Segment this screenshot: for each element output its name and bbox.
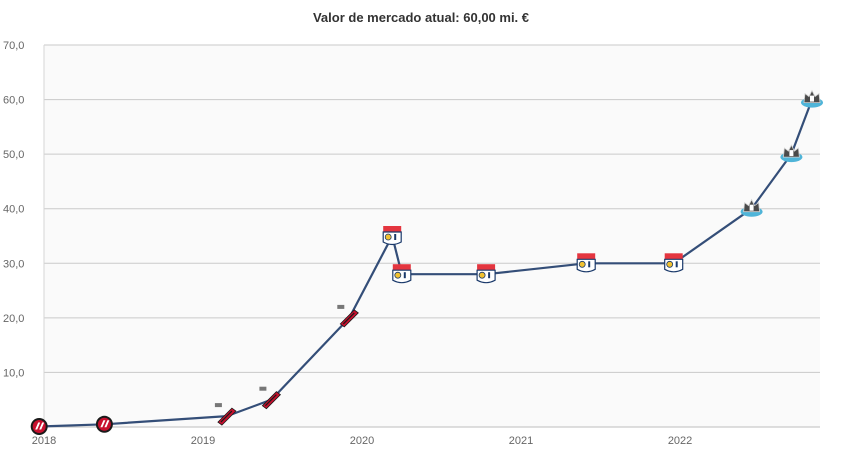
athletico-badge-icon[interactable] [95, 415, 113, 433]
newcastle-badge-icon[interactable] [740, 198, 763, 217]
lyon-badge-icon[interactable] [476, 264, 496, 284]
y-tick-label: 30,0 [3, 258, 24, 270]
lyon-badge-icon[interactable] [664, 253, 684, 273]
y-tick-label: 20,0 [3, 313, 24, 325]
athletico-badge-icon[interactable] [337, 304, 359, 328]
x-tick-labels: 2018 2019 2020 2021 2022 [32, 435, 693, 447]
lyon-badge-icon[interactable] [382, 226, 402, 246]
newcastle-badge-icon[interactable] [780, 144, 803, 163]
x-tick-label: 2019 [191, 435, 215, 447]
athletico-badge-icon[interactable] [214, 403, 237, 426]
axes [43, 45, 820, 428]
athletico-badge-icon[interactable] [30, 418, 48, 435]
y-tick-label: 10,0 [3, 367, 24, 379]
x-tick-label: 2022 [668, 435, 692, 447]
y-tick-label: 50,0 [3, 149, 24, 161]
club-markers [30, 89, 823, 435]
athletico-badge-icon[interactable] [259, 386, 282, 410]
x-tick-label: 2018 [32, 435, 56, 447]
lyon-badge-icon[interactable] [392, 264, 412, 284]
chart-title: Valor de mercado atual: 60,00 mi. € [312, 10, 530, 25]
plot-area [44, 45, 820, 427]
y-tick-label: 60,0 [3, 95, 24, 107]
x-tick-label: 2020 [350, 435, 374, 447]
lyon-badge-icon[interactable] [576, 253, 596, 273]
x-tick-label: 2021 [509, 435, 533, 447]
newcastle-badge-icon[interactable] [801, 89, 823, 108]
y-tick-label: 70,0 [3, 40, 24, 52]
gridlines [44, 44, 820, 373]
y-tick-label: 40,0 [3, 204, 24, 216]
y-tick-labels: 10,0 20,0 30,0 40,0 50,0 60,0 70,0 [3, 40, 24, 379]
